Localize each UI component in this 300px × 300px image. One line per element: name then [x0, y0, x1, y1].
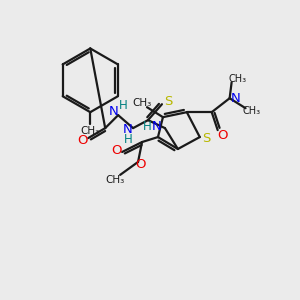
Text: N: N — [152, 120, 162, 133]
Text: N: N — [231, 92, 241, 105]
Text: H: H — [142, 120, 152, 133]
Text: N: N — [108, 105, 118, 118]
Text: O: O — [77, 134, 88, 146]
Text: N: N — [123, 123, 133, 136]
Text: H: H — [119, 99, 128, 112]
Text: O: O — [218, 129, 228, 142]
Text: CH₃: CH₃ — [106, 175, 125, 185]
Text: CH₃: CH₃ — [132, 98, 152, 108]
Text: O: O — [111, 145, 122, 158]
Text: S: S — [202, 132, 211, 145]
Text: CH₃: CH₃ — [229, 74, 247, 84]
Text: O: O — [135, 158, 145, 171]
Text: H: H — [124, 133, 133, 146]
Text: CH₃: CH₃ — [242, 106, 261, 116]
Text: CH₃: CH₃ — [81, 126, 100, 136]
Text: S: S — [164, 95, 172, 108]
